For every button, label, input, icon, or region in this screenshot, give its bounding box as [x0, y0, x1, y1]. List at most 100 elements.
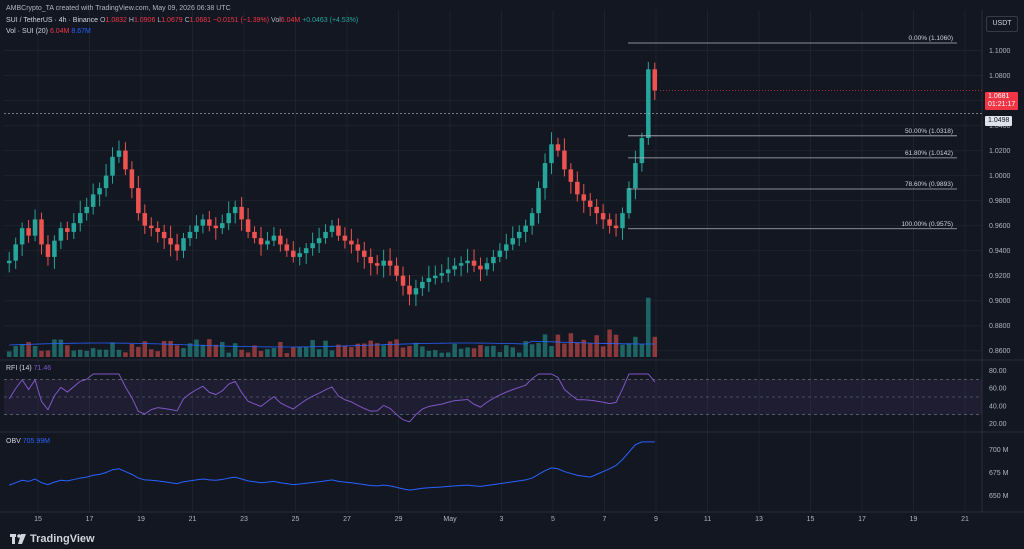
last-price-value: 1.0681 — [988, 93, 1010, 100]
candle-body — [26, 228, 31, 236]
volume-bar — [323, 340, 328, 357]
volume-bar — [594, 335, 599, 357]
volume-bar — [362, 343, 367, 357]
volume-bar — [349, 347, 354, 357]
axes: 1.10001.08001.06001.04001.02001.00000.98… — [34, 48, 1010, 523]
price-axis-label: 0.9200 — [989, 273, 1011, 280]
price-axis-label: 1.0000 — [989, 173, 1011, 180]
volume-bar — [387, 341, 393, 357]
volume-bar — [252, 345, 257, 357]
vol-line-label: Vol · SUI (20) — [6, 28, 49, 35]
volume-bar — [549, 346, 554, 357]
time-axis-label: 25 — [292, 516, 300, 523]
candle-body — [129, 169, 135, 189]
time-axis-label: 21 — [961, 516, 969, 523]
volume-bar — [542, 334, 548, 357]
volume-bar — [458, 348, 464, 357]
price-axis-label: 0.9400 — [989, 248, 1011, 255]
volume-bar — [336, 344, 341, 357]
volume-bar — [116, 349, 122, 357]
volume-bar — [407, 345, 412, 357]
volume-bar — [465, 347, 470, 357]
volume-bar — [291, 347, 296, 357]
volume-bar — [413, 342, 419, 357]
last-price-badge: 1.0681 01:21:17 — [985, 92, 1019, 110]
volume-bar — [200, 344, 206, 357]
crosshair-price-badge: 1.0498 — [985, 116, 1013, 126]
volume-bar — [523, 341, 528, 357]
candle-body — [633, 163, 638, 189]
candle-body — [245, 219, 251, 232]
candle-body — [200, 219, 206, 226]
candle-body — [39, 219, 44, 245]
time-axis-label: 13 — [755, 516, 763, 523]
tradingview-logo[interactable]: TradingView — [10, 533, 95, 545]
volume-bar — [497, 352, 503, 357]
volume-bar — [613, 334, 619, 357]
time-axis-label: 15 — [34, 516, 42, 523]
rsi-line — [8, 373, 656, 423]
volume-bar — [342, 345, 348, 357]
rsi-axis-label: 60.00 — [989, 386, 1007, 393]
volume-bar — [433, 350, 438, 357]
candle-body — [123, 150, 128, 170]
price-axis-label: 0.9600 — [989, 223, 1011, 230]
volume-bar — [381, 345, 386, 357]
rsi-value: 71.46 — [33, 365, 52, 372]
candle-body — [639, 138, 645, 164]
volume-bar — [187, 343, 193, 357]
obv-legend[interactable]: OBV 705.99M — [6, 437, 50, 446]
volume-bar — [103, 349, 109, 357]
candle-body — [336, 225, 341, 236]
obv-label: OBV — [6, 438, 21, 445]
candle-body — [497, 250, 503, 257]
volume-bar — [52, 339, 57, 357]
l-label: L — [157, 17, 162, 24]
candle-body — [207, 219, 212, 226]
candle-body — [413, 288, 419, 295]
volume-bar — [161, 340, 167, 357]
candle-body — [58, 228, 64, 241]
volume-bar — [575, 342, 580, 357]
volume-bar — [626, 343, 632, 357]
candle-body — [439, 273, 445, 276]
ohlc-legend[interactable]: SUI / TetherUS · 4h · Binance O1.0832 H1… — [6, 16, 358, 25]
volume-legend[interactable]: Vol · SUI (20) 6.04M 8.67M — [6, 27, 91, 36]
candle-body — [381, 260, 386, 266]
candle-body — [303, 248, 309, 254]
volume-bar — [168, 340, 173, 357]
h-value: 1.0906 — [133, 17, 156, 24]
candle-body — [19, 228, 25, 245]
volume-bar — [26, 342, 31, 357]
candle-body — [71, 223, 77, 232]
volume-bar — [65, 345, 70, 357]
change-value: −0.0151 (−1.39%) — [213, 17, 270, 24]
price-axis-label: 1.1000 — [989, 48, 1011, 55]
volume-bar — [129, 343, 135, 357]
time-axis-label: 19 — [910, 516, 918, 523]
candle-body — [271, 235, 277, 241]
candle-body — [478, 265, 483, 270]
c-label: C — [184, 17, 190, 24]
candle-body — [45, 244, 51, 257]
volume-bar — [600, 346, 606, 357]
currency-button[interactable]: USDT — [986, 16, 1018, 32]
volume-bar — [562, 343, 567, 357]
tradingview-logo-icon — [10, 534, 26, 544]
candle-body — [219, 223, 225, 229]
volume-bar — [581, 339, 587, 357]
rsi-axis-label: 80.00 — [989, 368, 1007, 375]
symbol-title[interactable]: SUI / TetherUS · 4h · Binance — [6, 17, 99, 24]
volume-bar — [123, 352, 128, 357]
candle-body — [342, 235, 348, 241]
time-axis-label: 23 — [240, 516, 248, 523]
vol-value: 6.04M — [280, 17, 301, 24]
rsi-legend[interactable]: RFI (14) 71.46 — [6, 364, 51, 373]
volume-bars — [6, 297, 658, 357]
candle-body — [168, 238, 173, 245]
volume-bar — [110, 342, 115, 357]
volume-bar — [284, 352, 290, 357]
volume-bar — [58, 339, 64, 357]
candle-body — [504, 244, 509, 251]
